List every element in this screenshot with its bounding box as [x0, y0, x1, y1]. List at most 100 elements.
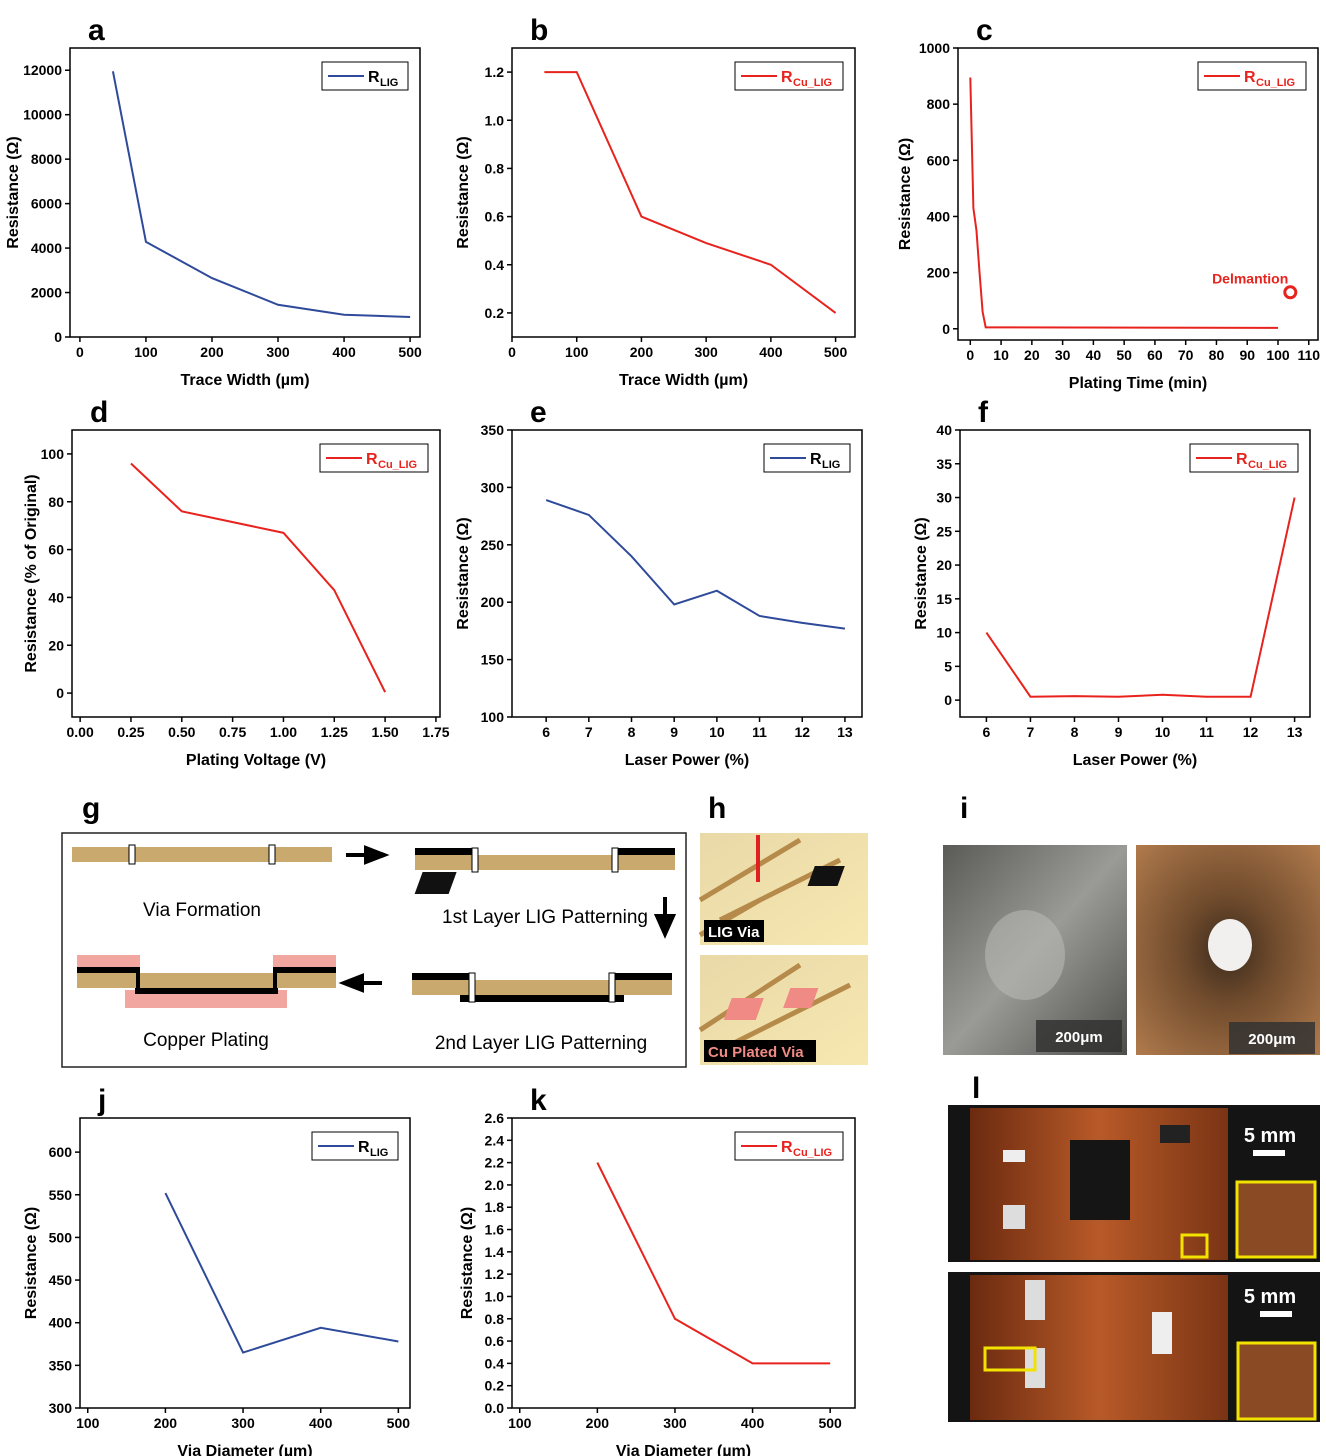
x-tick-label: 50 [1116, 347, 1132, 363]
x-axis-label: Via Diameter (µm) [616, 1443, 751, 1456]
x-tick-label: 500 [818, 1415, 842, 1431]
data-line [544, 72, 835, 313]
x-tick-label: 400 [332, 344, 356, 360]
y-tick-label: 1000 [919, 40, 950, 56]
y-tick-label: 2.0 [485, 1177, 505, 1193]
y-tick-label: 15 [936, 591, 952, 607]
annotation: Delmantion [1212, 270, 1288, 286]
x-tick-label: 100 [565, 344, 589, 360]
step-label: 2nd Layer LIG Patterning [435, 1033, 647, 1054]
x-tick-label: 300 [231, 1415, 255, 1431]
panel-label: k [530, 1084, 547, 1117]
x-tick-label: 40 [1086, 347, 1102, 363]
x-tick-label: 110 [1297, 347, 1320, 363]
data-line [597, 1163, 830, 1364]
x-tick-label: 8 [1071, 724, 1079, 740]
via [472, 848, 478, 872]
arrow [657, 897, 673, 934]
y-axis-label: Resistance (Ω) [913, 517, 930, 629]
x-tick-label: 12 [1243, 724, 1259, 740]
panel-label: e [530, 396, 547, 429]
plot-frame [512, 1118, 855, 1408]
y-tick-label: 30 [936, 490, 952, 506]
y-tick-label: 800 [927, 96, 951, 112]
y-tick-label: 350 [481, 422, 505, 438]
y-axis-label: Resistance (Ω) [897, 138, 914, 250]
x-axis-label: Laser Power (%) [625, 752, 749, 769]
image-label: Cu Plated Via [708, 1044, 804, 1061]
plot-frame [512, 430, 862, 717]
component [1025, 1280, 1045, 1320]
data-line [113, 71, 410, 317]
x-tick-label: 400 [309, 1415, 333, 1431]
x-axis-label: Trace Width (µm) [619, 372, 748, 389]
legend-subscript: LIG [822, 459, 840, 471]
lig-layer [460, 995, 624, 1002]
y-tick-label: 40 [936, 422, 952, 438]
data-line [986, 498, 1294, 697]
legend-label: R [1244, 69, 1256, 86]
y-tick-label: 400 [49, 1315, 73, 1331]
chart: a010020030040050002000400060008000100001… [5, 14, 422, 389]
via-hole [1208, 919, 1252, 971]
y-tick-label: 100 [41, 446, 65, 462]
x-tick-label: 1.25 [321, 724, 348, 740]
y-tick-label: 4000 [31, 240, 62, 256]
x-tick-label: 200 [154, 1415, 178, 1431]
x-tick-label: 0 [508, 344, 516, 360]
x-tick-label: 0.75 [219, 724, 246, 740]
via [469, 973, 475, 1002]
y-tick-label: 20 [936, 557, 952, 573]
lig-layer [415, 848, 475, 855]
legend-subscript: Cu_LIG [1256, 77, 1295, 89]
scale-label: 200μm [1248, 1031, 1296, 1048]
y-tick-label: 450 [49, 1272, 73, 1288]
via [609, 973, 615, 1002]
via [612, 848, 618, 872]
y-tick-label: 0.4 [485, 1355, 505, 1371]
y-tick-label: 6000 [31, 196, 62, 212]
panel-l: l 5 mm 5 mm [948, 1072, 1320, 1422]
y-tick-label: 60 [48, 542, 64, 558]
y-tick-label: 400 [927, 208, 951, 224]
x-tick-label: 7 [585, 724, 593, 740]
x-tick-label: 1.50 [371, 724, 398, 740]
substrate [412, 980, 672, 995]
y-tick-label: 2.2 [485, 1155, 505, 1171]
zoom-inset [1238, 1343, 1315, 1419]
x-tick-label: 1.75 [422, 724, 449, 740]
x-tick-label: 100 [134, 344, 158, 360]
y-tick-label: 0.0 [485, 1400, 505, 1416]
y-tick-label: 5 [944, 658, 952, 674]
y-tick-label: 25 [936, 523, 952, 539]
panel-label: c [976, 14, 993, 47]
via [136, 967, 140, 994]
x-tick-label: 8 [628, 724, 636, 740]
y-tick-label: 1.6 [485, 1222, 505, 1238]
y-tick-label: 550 [49, 1187, 73, 1203]
y-tick-label: 2000 [31, 285, 62, 301]
legend-subscript: Cu_LIG [378, 459, 417, 471]
x-axis-label: Plating Voltage (V) [186, 752, 326, 769]
lig-layer [273, 967, 336, 973]
y-axis-label: Resistance (Ω) [23, 1207, 40, 1319]
via-hole [985, 910, 1065, 1000]
arrow [346, 848, 384, 862]
y-tick-label: 35 [936, 456, 952, 472]
panel-label: g [82, 792, 100, 825]
legend-label: R [810, 451, 822, 468]
x-tick-label: 60 [1147, 347, 1163, 363]
y-tick-label: 0.8 [485, 160, 505, 176]
plot-frame [70, 48, 420, 337]
legend-label: R [781, 69, 793, 86]
lig-layer [77, 967, 140, 973]
panel-label: a [88, 14, 105, 47]
data-line [546, 500, 845, 629]
step-label: 1st Layer LIG Patterning [442, 907, 648, 928]
x-tick-label: 9 [670, 724, 678, 740]
y-tick-label: 1.8 [485, 1199, 505, 1215]
y-axis-label: Resistance (% of Original) [23, 474, 40, 672]
legend-label: R [1236, 451, 1248, 468]
